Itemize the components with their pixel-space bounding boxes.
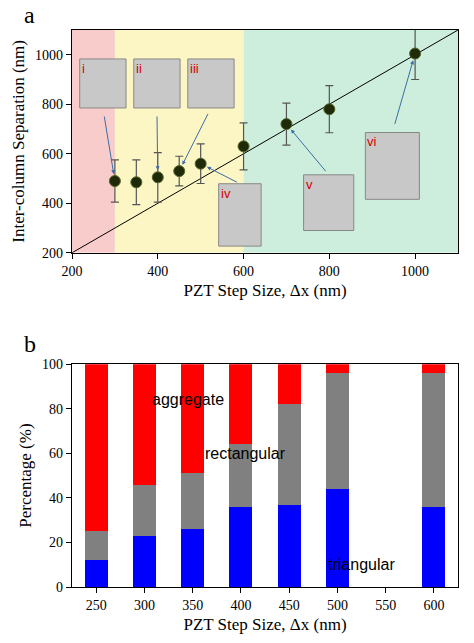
svg-text:Percentage (%): Percentage (%) — [16, 423, 35, 527]
svg-text:1000: 1000 — [35, 48, 63, 63]
svg-text:iv: iv — [221, 186, 231, 201]
svg-text:450: 450 — [279, 598, 300, 613]
svg-text:0: 0 — [56, 580, 63, 595]
svg-text:200: 200 — [42, 246, 63, 261]
svg-text:iii: iii — [190, 61, 199, 76]
svg-text:20: 20 — [49, 535, 63, 550]
svg-text:1000: 1000 — [401, 264, 429, 279]
svg-text:400: 400 — [42, 196, 63, 211]
svg-text:350: 350 — [182, 598, 203, 613]
svg-text:PZT Step Size, Δx (nm): PZT Step Size, Δx (nm) — [183, 615, 346, 634]
svg-text:80: 80 — [49, 402, 63, 417]
svg-text:Inter-column Separation (nm): Inter-column Separation (nm) — [9, 40, 28, 243]
svg-text:ii: ii — [136, 61, 142, 76]
svg-text:300: 300 — [134, 598, 155, 613]
svg-text:400: 400 — [230, 598, 251, 613]
svg-text:250: 250 — [86, 598, 107, 613]
svg-text:a: a — [24, 2, 35, 28]
svg-text:60: 60 — [49, 446, 63, 461]
svg-text:aggregate: aggregate — [152, 391, 224, 408]
svg-text:500: 500 — [327, 598, 348, 613]
svg-text:i: i — [82, 61, 85, 76]
svg-text:550: 550 — [375, 598, 396, 613]
svg-text:600: 600 — [42, 147, 63, 162]
svg-text:600: 600 — [233, 264, 254, 279]
svg-text:vi: vi — [367, 134, 377, 149]
svg-text:40: 40 — [49, 491, 63, 506]
svg-text:100: 100 — [42, 357, 63, 372]
svg-text:b: b — [24, 331, 36, 357]
svg-text:PZT Step Size, Δx (nm): PZT Step Size, Δx (nm) — [183, 281, 346, 300]
svg-text:400: 400 — [147, 264, 168, 279]
svg-text:800: 800 — [319, 264, 340, 279]
svg-text:600: 600 — [423, 598, 444, 613]
svg-text:v: v — [306, 177, 313, 192]
svg-text:200: 200 — [62, 264, 83, 279]
svg-text:rectangular: rectangular — [205, 445, 286, 462]
svg-text:triangular: triangular — [328, 556, 395, 573]
svg-text:800: 800 — [42, 97, 63, 112]
